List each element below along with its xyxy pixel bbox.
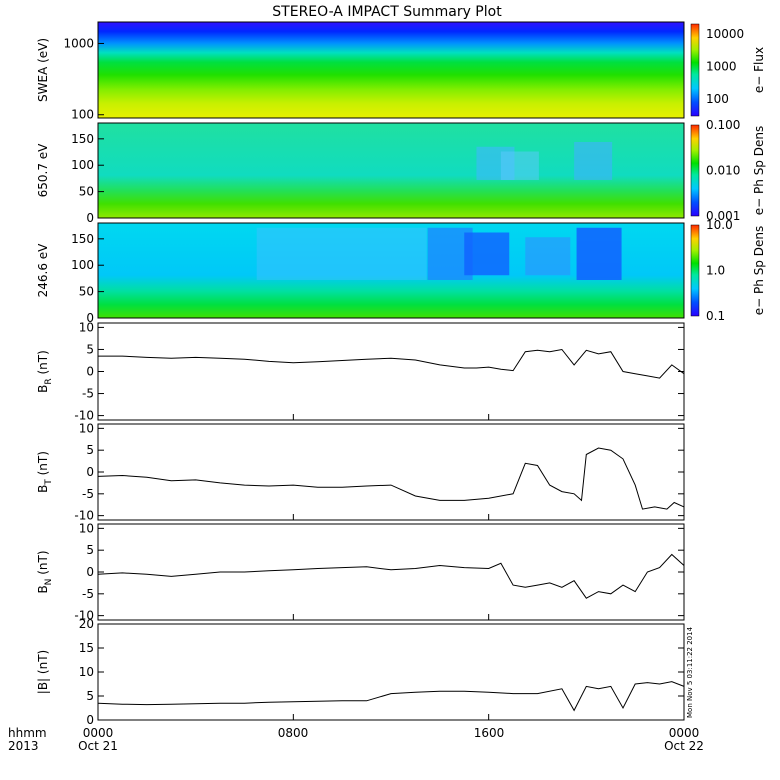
colorbar-tick-label: 0.010 — [706, 164, 740, 178]
y-tick-label: 50 — [79, 285, 94, 299]
colorbar-tick-label: 100 — [706, 92, 729, 106]
colorbar-label: e− Ph Sp Dens — [752, 126, 766, 215]
colorbar — [690, 23, 700, 117]
date-label-start: Oct 21 — [78, 739, 118, 753]
y-axis-label: BT (nT) — [36, 451, 54, 493]
y-tick-label: -10 — [74, 609, 94, 623]
y-tick-label: 100 — [71, 258, 94, 272]
y-tick-label: 5 — [86, 543, 94, 557]
colorbar — [690, 224, 700, 317]
y-tick-label: 0 — [86, 713, 94, 727]
y-tick-label: 0 — [86, 365, 94, 379]
colorbar-tick-label: 0.100 — [706, 118, 740, 132]
series-line — [97, 681, 685, 712]
y-axis-label: BN (nT) — [36, 550, 54, 593]
spectrogram-patch — [464, 232, 510, 276]
spectrogram-patch — [500, 151, 539, 180]
y-tick-label: 15 — [79, 641, 94, 655]
x-tick-label-3: 0000 — [669, 726, 700, 740]
y-tick-label: 5 — [86, 443, 94, 457]
y-tick-label: 10 — [79, 320, 94, 334]
colorbar-tick-label: 0.001 — [706, 209, 740, 223]
colorbar-tick-label: 10.0 — [706, 218, 733, 232]
y-axis-label: |B| (nT) — [36, 650, 50, 694]
panel-frame — [97, 423, 685, 521]
panel-frame — [97, 523, 685, 621]
y-axis-label: BR (nT) — [36, 350, 54, 393]
y-axis-label: 650.7 eV — [36, 143, 50, 198]
panel-1: 0 50 100 150 650.7 eV 0.001 0.010 0.100 e− Ph Sp… — [36, 118, 766, 225]
x-tick-label-0: 0000 — [83, 726, 114, 740]
date-label-end: Oct 22 — [664, 739, 704, 753]
y-tick-label: 10 — [79, 521, 94, 535]
y-tick-label: -5 — [82, 387, 94, 401]
colorbar-tick-label: 1.0 — [706, 264, 725, 278]
colorbar-label: e− Ph Sp Dens — [752, 226, 766, 315]
panel-frame — [97, 322, 685, 421]
y-tick-label: 50 — [79, 185, 94, 199]
generation-timestamp: Mon Nov 5 03:11:22 2014 — [686, 626, 694, 718]
spectrogram-patch — [576, 227, 622, 280]
y-tick-label: 1000 — [63, 36, 94, 50]
panel-frame — [97, 122, 685, 219]
panel-3: -10 -5 0 5 10 BR (nT) — [36, 320, 685, 423]
panel-frame — [97, 222, 685, 319]
spectrogram-patch — [256, 227, 427, 280]
y-tick-label: 150 — [71, 132, 94, 146]
y-tick-label: 0 — [86, 211, 94, 225]
colorbar-tick-label: 1000 — [706, 59, 737, 73]
panel-5: -10 -5 0 5 10 BN (nT) — [36, 521, 685, 623]
y-tick-label: 150 — [71, 232, 94, 246]
series-line — [97, 447, 685, 510]
footer-year: 2013 — [8, 739, 39, 753]
y-tick-label: 100 — [71, 158, 94, 172]
y-tick-label: -10 — [74, 509, 94, 523]
footer-hhmm: hhmm — [8, 726, 47, 740]
panel-frame — [97, 623, 685, 721]
y-tick-label: 0 — [86, 565, 94, 579]
panel-2: 0 50 100 150 246.6 eV 0.1 1.0 10.0 e− Ph Sp Dens — [36, 218, 766, 325]
panel-0: 100 1000 SWEA (eV) 100 1000 10000 e− Flux — [36, 21, 766, 122]
panel-frame — [97, 21, 685, 119]
y-tick-label: 5 — [86, 342, 94, 356]
y-tick-label: 20 — [79, 617, 94, 631]
y-tick-label: -5 — [82, 487, 94, 501]
spectrogram-image — [98, 22, 684, 118]
panel-6: 0 5 10 15 20 |B| (nT) — [36, 617, 685, 727]
colorbar-tick-label: 0.1 — [706, 309, 725, 323]
series-line — [98, 348, 685, 379]
y-tick-label: 100 — [71, 108, 94, 122]
colorbar-label: e− Flux — [752, 47, 766, 93]
y-tick-label: 10 — [79, 665, 94, 679]
series-line — [97, 553, 685, 599]
y-tick-label: 0 — [86, 465, 94, 479]
y-tick-label: 5 — [86, 689, 94, 703]
colorbar — [690, 124, 700, 217]
panel-4: -10 -5 0 5 10 BT (nT) — [36, 421, 685, 523]
y-tick-label: 10 — [79, 421, 94, 435]
spectrogram-patch — [574, 142, 613, 180]
y-tick-label: -5 — [82, 587, 94, 601]
y-tick-label: -10 — [74, 409, 94, 423]
plot-title: STEREO-A IMPACT Summary Plot — [272, 4, 502, 20]
y-axis-label: SWEA (eV) — [36, 38, 50, 102]
y-axis-label: 246.6 eV — [36, 243, 50, 298]
y-tick-label: 0 — [86, 311, 94, 325]
x-tick-label-1: 0800 — [278, 726, 309, 740]
x-tick-label-2: 1600 — [474, 726, 505, 740]
colorbar-tick-label: 10000 — [706, 27, 744, 41]
spectrogram-patch — [525, 237, 571, 276]
